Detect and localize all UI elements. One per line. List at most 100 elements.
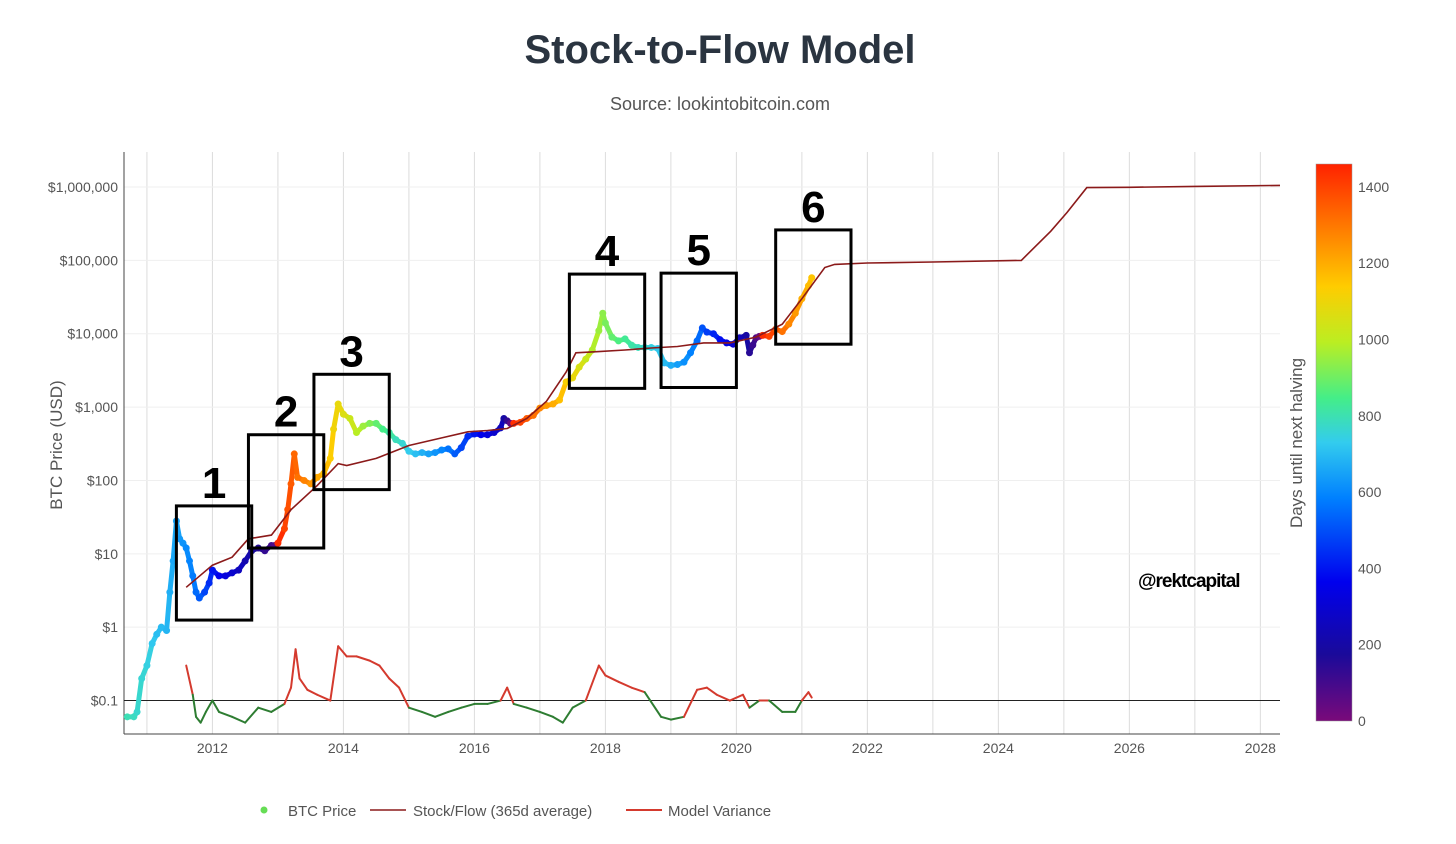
price-point bbox=[346, 414, 354, 422]
variance-segment bbox=[388, 677, 401, 689]
variance-segment bbox=[329, 645, 340, 702]
price-point bbox=[562, 378, 570, 386]
price-point bbox=[595, 327, 603, 335]
annotation-label: 6 bbox=[801, 183, 825, 232]
price-point bbox=[215, 572, 223, 580]
chart-subtitle: Source: lookintobitcoin.com bbox=[609, 94, 831, 114]
variance-segment bbox=[617, 680, 633, 689]
price-segment bbox=[167, 558, 176, 595]
annotation-label: 3 bbox=[339, 327, 363, 376]
variance-segment bbox=[486, 699, 502, 705]
price-point bbox=[398, 439, 406, 447]
x-tick-label: 2014 bbox=[328, 740, 359, 756]
price-point bbox=[431, 449, 439, 457]
colorbar-tick-label: 400 bbox=[1358, 560, 1382, 576]
price-point bbox=[366, 419, 374, 427]
variance-segment bbox=[378, 664, 391, 680]
price-segment bbox=[134, 675, 145, 715]
price-point bbox=[673, 361, 681, 369]
colorbar-tick-label: 600 bbox=[1358, 484, 1382, 500]
price-point bbox=[157, 623, 165, 631]
variance-segment bbox=[290, 648, 297, 689]
price-point bbox=[287, 480, 295, 488]
y-tick-label: $1 bbox=[102, 619, 118, 635]
y-tick-label: $100,000 bbox=[60, 252, 119, 268]
price-point bbox=[745, 349, 753, 357]
price-point bbox=[222, 572, 230, 580]
annotation-label: 4 bbox=[595, 227, 620, 276]
price-point bbox=[569, 374, 577, 382]
price-point bbox=[166, 588, 174, 596]
price-point bbox=[235, 566, 243, 574]
price-point bbox=[628, 341, 636, 349]
variance-segment bbox=[768, 699, 784, 713]
variance-segment bbox=[398, 686, 410, 709]
y-tick-label: $10,000 bbox=[67, 326, 118, 342]
price-point bbox=[143, 662, 151, 670]
variance-segment bbox=[807, 691, 813, 699]
colorbar-tick-label: 1000 bbox=[1358, 331, 1389, 347]
annotation-box bbox=[312, 372, 391, 492]
price-point bbox=[680, 358, 688, 366]
variance-segment bbox=[604, 674, 620, 683]
price-point bbox=[353, 429, 361, 437]
price-point bbox=[667, 361, 675, 369]
variance-segment bbox=[538, 710, 554, 718]
variance-segment bbox=[434, 710, 450, 718]
variance-segment bbox=[525, 706, 541, 713]
price-point bbox=[392, 436, 400, 444]
price-point bbox=[182, 544, 190, 552]
price-point bbox=[294, 473, 302, 481]
colorbar-gradient bbox=[1315, 163, 1353, 722]
watermark-handle: @rektcapital bbox=[1138, 571, 1240, 592]
price-point bbox=[405, 447, 413, 455]
variance-segment bbox=[355, 655, 371, 662]
price-segment bbox=[331, 401, 341, 432]
variance-segment bbox=[741, 693, 751, 709]
legend: BTC Price Stock/Flow (365d average) Model … bbox=[260, 803, 771, 820]
variance-segment bbox=[506, 686, 515, 705]
annotation-label: 2 bbox=[274, 388, 298, 437]
variance-segment bbox=[696, 686, 708, 691]
variance-segment bbox=[512, 702, 528, 709]
colorbar-title: Days until next halving bbox=[1287, 358, 1306, 528]
colorbar-tick-label: 1200 bbox=[1358, 255, 1389, 271]
price-point bbox=[791, 309, 799, 317]
price-point bbox=[300, 476, 308, 484]
price-point bbox=[307, 480, 315, 488]
price-point bbox=[201, 588, 209, 596]
variance-segment bbox=[199, 710, 207, 724]
price-point bbox=[195, 594, 203, 602]
price-point bbox=[497, 424, 505, 432]
price-point bbox=[330, 425, 338, 433]
price-point bbox=[444, 445, 452, 453]
variance-segment bbox=[669, 715, 685, 721]
chart-title: Stock-to-Flow Model bbox=[524, 28, 916, 72]
y-tick-label: $1,000,000 bbox=[48, 179, 118, 195]
variance-segment bbox=[270, 702, 286, 713]
variance-segment bbox=[748, 699, 761, 709]
x-tick-label: 2022 bbox=[852, 740, 883, 756]
price-point bbox=[192, 588, 200, 596]
legend-btc-price-label: BTC Price bbox=[288, 803, 356, 820]
price-point bbox=[163, 627, 171, 635]
price-point bbox=[130, 713, 138, 721]
variance-segment bbox=[421, 710, 437, 718]
variance-segment bbox=[231, 715, 247, 724]
variance-segment bbox=[682, 688, 699, 718]
price-point bbox=[808, 274, 816, 282]
colorbar-tick-label: 200 bbox=[1358, 637, 1382, 653]
price-point bbox=[313, 473, 321, 481]
price-point bbox=[549, 400, 557, 408]
variance-segment bbox=[185, 664, 194, 696]
y-axis-title: BTC Price (USD) bbox=[47, 380, 66, 509]
price-point bbox=[687, 349, 695, 357]
price-segment bbox=[291, 451, 301, 480]
price-point bbox=[709, 330, 717, 338]
price-segment bbox=[144, 640, 155, 669]
x-tick-label: 2016 bbox=[459, 740, 490, 756]
price-segment bbox=[327, 426, 337, 461]
price-point bbox=[654, 344, 662, 352]
annotation-label: 5 bbox=[686, 226, 710, 275]
price-point bbox=[556, 396, 564, 404]
